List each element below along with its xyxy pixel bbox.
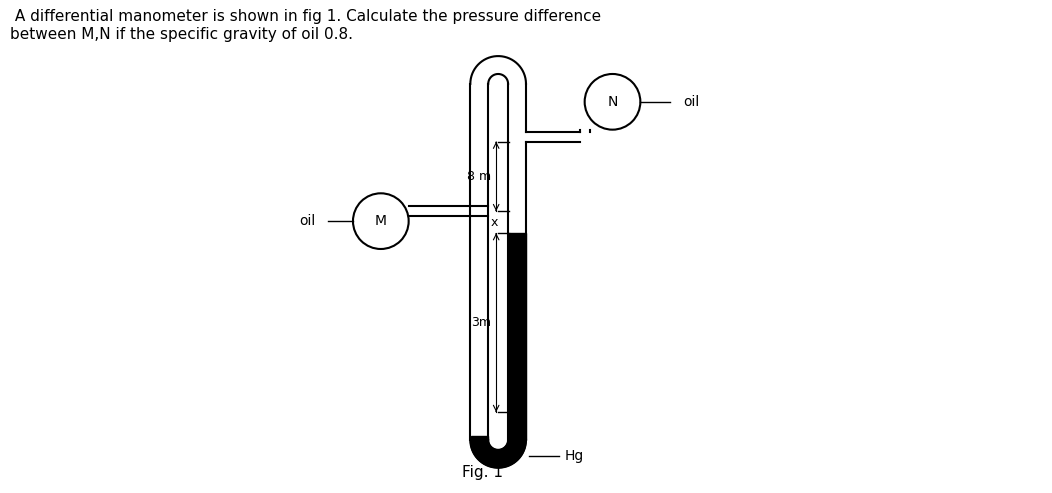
Text: oil: oil	[299, 214, 316, 228]
Text: N: N	[607, 95, 618, 109]
Text: oil: oil	[683, 95, 700, 109]
Polygon shape	[470, 440, 526, 468]
Text: Fig. 1: Fig. 1	[462, 465, 503, 480]
Polygon shape	[471, 436, 488, 440]
Polygon shape	[508, 233, 526, 440]
Text: x: x	[491, 215, 499, 229]
Text: 3m: 3m	[471, 316, 491, 329]
Text: 8 m: 8 m	[467, 170, 491, 183]
Text: M: M	[375, 214, 387, 228]
Text: A differential manometer is shown in fig 1. Calculate the pressure difference
be: A differential manometer is shown in fig…	[9, 9, 601, 42]
Text: Hg: Hg	[565, 449, 584, 463]
